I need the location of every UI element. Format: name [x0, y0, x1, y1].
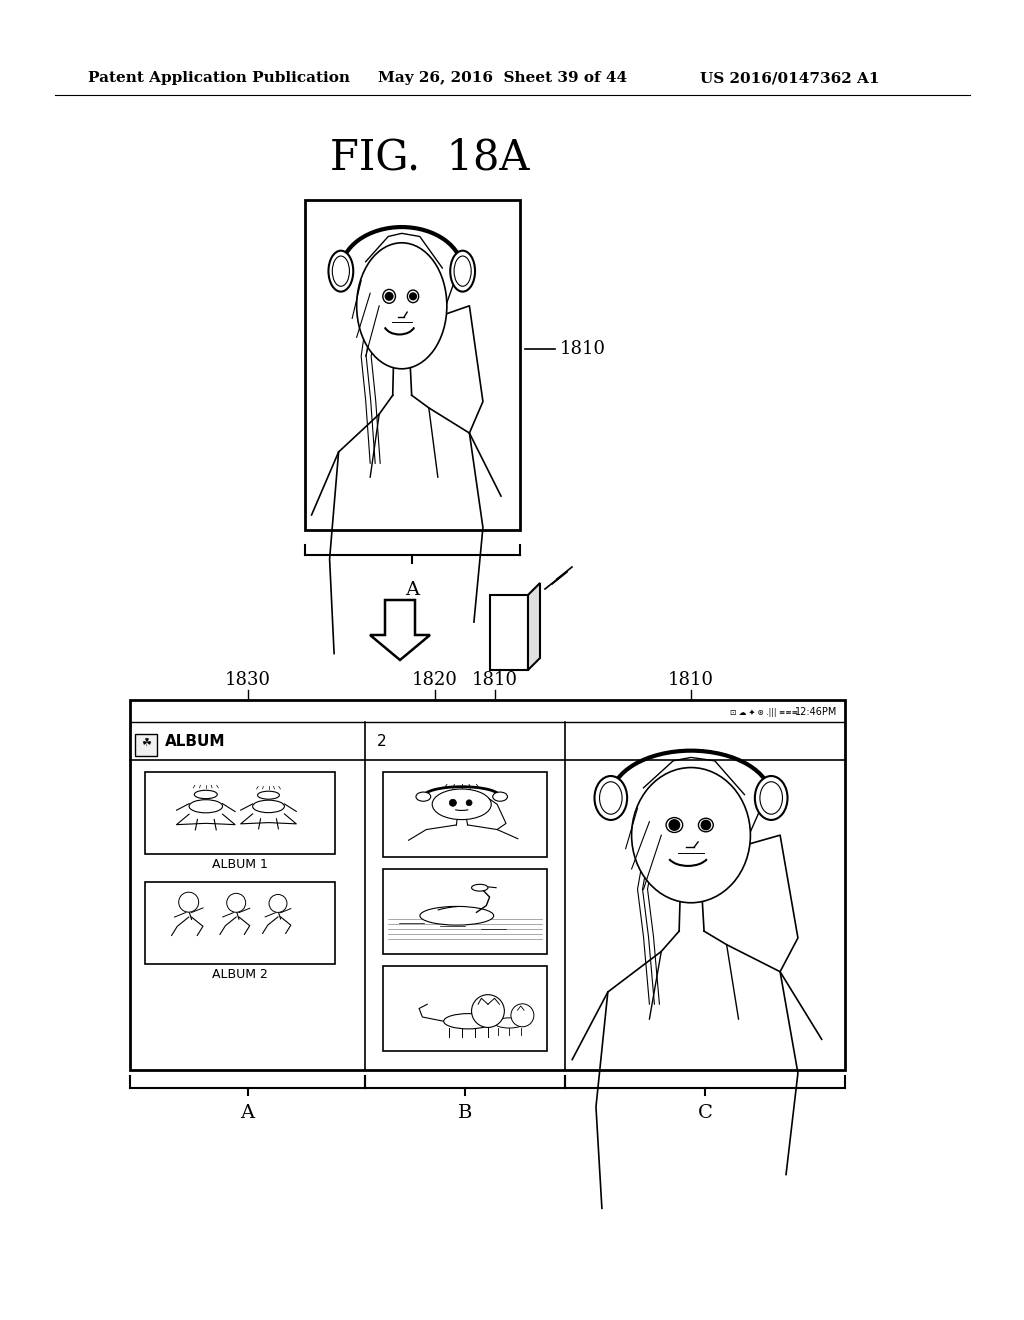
Ellipse shape	[599, 781, 623, 814]
Text: ALBUM 2: ALBUM 2	[212, 969, 268, 981]
Polygon shape	[490, 595, 528, 671]
Circle shape	[700, 820, 712, 830]
Bar	[383, 772, 547, 857]
Text: 1810: 1810	[668, 671, 714, 689]
Ellipse shape	[416, 792, 431, 801]
Bar	[383, 966, 547, 1051]
Ellipse shape	[451, 251, 475, 292]
Ellipse shape	[329, 251, 353, 292]
Circle shape	[511, 1003, 534, 1027]
Bar	[135, 734, 157, 756]
Text: 1820: 1820	[412, 671, 458, 689]
Ellipse shape	[755, 776, 787, 820]
Ellipse shape	[760, 781, 782, 814]
Ellipse shape	[454, 256, 471, 286]
Circle shape	[226, 894, 246, 912]
Text: ⊡ ☁ ✦ ⊛ .||| ≡≡≡: ⊡ ☁ ✦ ⊛ .||| ≡≡≡	[730, 708, 798, 717]
Text: 2: 2	[377, 734, 387, 750]
Circle shape	[669, 820, 680, 832]
Ellipse shape	[195, 791, 217, 799]
Ellipse shape	[632, 767, 751, 903]
Circle shape	[179, 892, 199, 912]
Text: C: C	[697, 1104, 713, 1122]
Ellipse shape	[472, 884, 488, 891]
Circle shape	[269, 895, 287, 912]
Text: ALBUM 1: ALBUM 1	[212, 858, 268, 871]
Ellipse shape	[666, 817, 683, 833]
Ellipse shape	[408, 290, 419, 302]
Ellipse shape	[356, 243, 446, 368]
Text: A: A	[404, 581, 419, 599]
Bar	[305, 201, 520, 531]
Bar	[145, 882, 335, 964]
Ellipse shape	[333, 256, 349, 286]
Text: 12:46PM: 12:46PM	[795, 708, 837, 717]
Text: 1810: 1810	[472, 671, 518, 689]
Text: A: A	[241, 1104, 255, 1122]
Ellipse shape	[595, 776, 627, 820]
Circle shape	[409, 292, 417, 301]
Text: FIG.  18A: FIG. 18A	[331, 137, 529, 180]
Text: 1810: 1810	[560, 339, 606, 358]
Polygon shape	[370, 601, 430, 660]
Circle shape	[466, 800, 472, 805]
Text: B: B	[458, 1104, 472, 1122]
Bar	[383, 869, 547, 954]
Circle shape	[472, 995, 505, 1027]
Ellipse shape	[698, 818, 714, 832]
Ellipse shape	[258, 791, 280, 799]
Bar	[145, 772, 335, 854]
Polygon shape	[528, 583, 540, 671]
Ellipse shape	[495, 1018, 524, 1028]
Ellipse shape	[189, 800, 222, 813]
Ellipse shape	[253, 800, 285, 813]
Bar	[130, 700, 845, 1071]
Ellipse shape	[443, 1014, 493, 1028]
Ellipse shape	[420, 907, 494, 925]
Text: 1830: 1830	[224, 671, 270, 689]
Ellipse shape	[493, 792, 508, 801]
Text: ALBUM: ALBUM	[165, 734, 225, 750]
Text: Patent Application Publication: Patent Application Publication	[88, 71, 350, 84]
Text: ☘: ☘	[141, 738, 151, 748]
Circle shape	[385, 292, 393, 301]
Ellipse shape	[432, 789, 492, 820]
Ellipse shape	[383, 289, 395, 304]
Circle shape	[450, 799, 457, 807]
Text: May 26, 2016  Sheet 39 of 44: May 26, 2016 Sheet 39 of 44	[378, 71, 627, 84]
Text: US 2016/0147362 A1: US 2016/0147362 A1	[700, 71, 880, 84]
